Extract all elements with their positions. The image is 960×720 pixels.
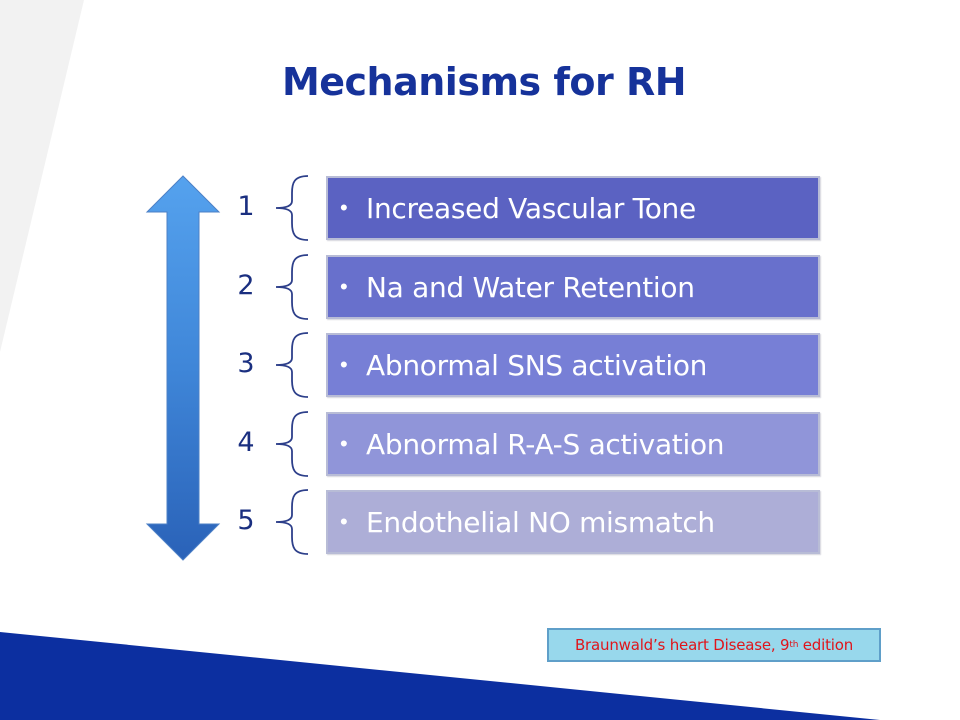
left-brace-icon	[275, 411, 309, 477]
bullet: •	[340, 431, 348, 456]
mechanism-row-3: 3 • Abnormal SNS activation	[228, 331, 828, 399]
mechanism-box: • Abnormal R-A-S activation	[326, 412, 820, 476]
mechanism-row-5: 5 • Endothelial NO mismatch	[228, 488, 828, 556]
mechanism-box: • Increased Vascular Tone	[326, 176, 820, 240]
left-brace-icon	[275, 175, 309, 241]
bullet: •	[340, 352, 348, 377]
mechanism-number: 5	[237, 505, 255, 536]
bottom-blue-band	[0, 632, 880, 720]
citation-superscript: th	[789, 640, 799, 650]
slide-title: Mechanisms for RH	[281, 60, 687, 104]
mechanism-text: Increased Vascular Tone	[366, 191, 696, 225]
mechanism-box: • Abnormal SNS activation	[326, 333, 820, 397]
citation-text: Braunwald’s heart Disease, 9	[574, 636, 790, 654]
mechanism-number: 3	[237, 348, 255, 379]
bullet: •	[340, 509, 348, 534]
left-brace-icon	[275, 254, 309, 320]
mechanism-number: 1	[237, 191, 255, 222]
mechanism-text: Abnormal SNS activation	[366, 348, 708, 382]
mechanism-box: • Endothelial NO mismatch	[326, 490, 820, 554]
mechanism-number: 4	[237, 427, 255, 458]
mechanism-row-1: 1 • Increased Vascular Tone	[228, 174, 828, 242]
left-brace-icon	[275, 489, 309, 555]
mechanism-text: Na and Water Retention	[366, 270, 695, 304]
top-left-gray-accent	[0, 0, 84, 352]
left-brace-icon	[275, 332, 309, 398]
mechanism-number: 2	[237, 270, 255, 301]
mechanism-text: Endothelial NO mismatch	[366, 505, 715, 539]
bullet: •	[340, 195, 348, 220]
mechanism-box: • Na and Water Retention	[326, 255, 820, 319]
mechanism-text: Abnormal R-A-S activation	[366, 427, 725, 461]
mechanism-row-2: 2 • Na and Water Retention	[228, 253, 828, 321]
double-headed-arrow-icon	[145, 175, 221, 561]
mechanism-row-4: 4 • Abnormal R-A-S activation	[228, 410, 828, 478]
citation-suffix: edition	[798, 636, 854, 654]
bullet: •	[340, 274, 348, 299]
